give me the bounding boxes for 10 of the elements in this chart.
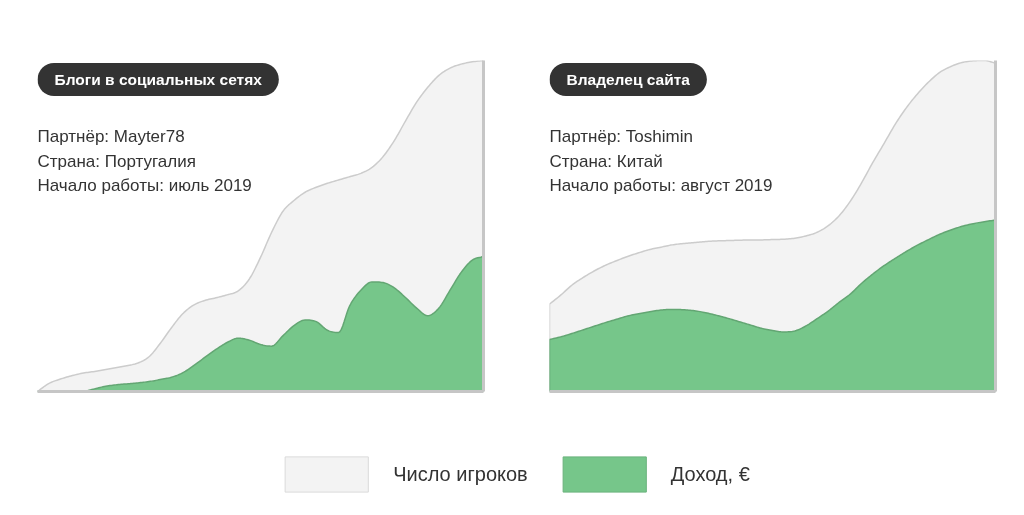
annotation: Начало работы: июль 2019 — [37, 176, 252, 195]
annotation: Начало работы: август 2019 — [549, 176, 773, 195]
legend-label: Доход, € — [670, 462, 750, 486]
text: Владелец сайта — [566, 71, 691, 88]
annotation: Страна: Португалия — [37, 151, 196, 171]
legend-label: Число игроков — [393, 462, 528, 486]
text: Блоги в социальных сетях — [54, 71, 263, 88]
annotation: Партнёр: Toshimin — [549, 127, 693, 146]
annotation: Страна: Китай — [549, 151, 663, 171]
annotation: Партнёр: Mayter78 — [37, 127, 185, 146]
